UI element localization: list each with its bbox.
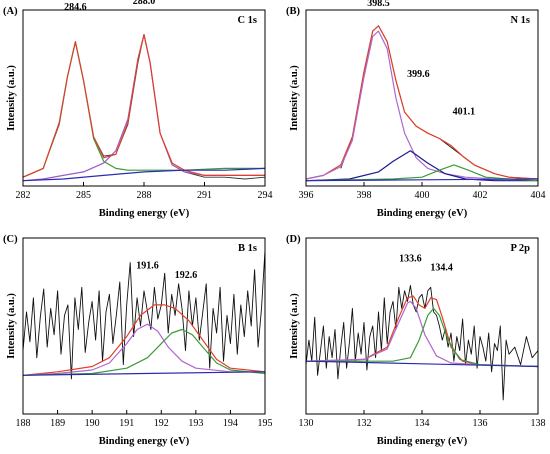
y-axis-label: Intensity (a.u.) bbox=[289, 65, 300, 131]
panel-0: 282 285 288 291 294 Binding energy (eV) Intens… bbox=[3, 0, 273, 219]
series-line bbox=[22, 250, 266, 380]
series-line bbox=[22, 167, 266, 182]
x-tick-label: 396 bbox=[299, 190, 314, 201]
peak-label: 134.4 bbox=[430, 263, 453, 274]
series-line bbox=[22, 34, 265, 182]
series-line bbox=[22, 41, 265, 178]
panel-label: (C) bbox=[3, 234, 18, 245]
peak-label: 401.1 bbox=[453, 107, 476, 118]
x-tick-label: 138 bbox=[531, 418, 546, 429]
panel-label: (B) bbox=[286, 6, 301, 17]
x-tick-label: 194 bbox=[223, 418, 238, 429]
y-axis-label: Intensity (a.u.) bbox=[6, 65, 17, 131]
panel-3: 130 132 134 136 138 Binding energy (eV) Intens… bbox=[286, 234, 546, 447]
x-tick-label: 398 bbox=[357, 190, 372, 201]
series-line bbox=[305, 30, 538, 180]
x-tick-label: 404 bbox=[531, 190, 546, 201]
series-line bbox=[305, 25, 539, 180]
series-line bbox=[305, 178, 539, 182]
series-line bbox=[22, 323, 265, 376]
panel-label: (A) bbox=[3, 6, 18, 17]
series-line bbox=[305, 300, 539, 368]
panel-title: C 1s bbox=[237, 15, 257, 26]
series-line bbox=[22, 34, 265, 178]
peak-label: 284.6 bbox=[64, 2, 87, 13]
x-tick-label: 288 bbox=[137, 190, 152, 201]
series-line bbox=[305, 164, 539, 182]
series-line bbox=[305, 360, 539, 368]
x-tick-label: 400 bbox=[415, 190, 430, 201]
peak-label: 399.6 bbox=[407, 69, 430, 80]
x-axis-label: Binding energy (eV) bbox=[377, 436, 468, 447]
y-axis-label: Intensity (a.u.) bbox=[6, 293, 17, 359]
x-tick-label: 130 bbox=[299, 418, 314, 429]
plot-frame bbox=[22, 237, 266, 415]
x-tick-label: 282 bbox=[16, 190, 31, 201]
series-line bbox=[22, 371, 266, 376]
peak-label: 398.5 bbox=[367, 0, 390, 9]
x-tick-label: 285 bbox=[76, 190, 91, 201]
peak-label: 288.0 bbox=[133, 0, 156, 7]
panel-label: (D) bbox=[286, 234, 301, 245]
x-tick-label: 291 bbox=[197, 190, 212, 201]
x-tick-label: 195 bbox=[258, 418, 273, 429]
series-line bbox=[306, 307, 539, 368]
x-axis-label: Binding energy (eV) bbox=[99, 208, 190, 219]
x-tick-label: 402 bbox=[473, 190, 488, 201]
x-axis-label: Binding energy (eV) bbox=[377, 208, 468, 219]
x-tick-label: 132 bbox=[357, 418, 372, 429]
peak-label: 192.6 bbox=[175, 270, 198, 281]
peak-label: 133.6 bbox=[399, 254, 422, 265]
panel-2: 188 189 190 191 192 193 194 195 Binding energy (… bbox=[3, 234, 273, 447]
peak-label: 191.6 bbox=[136, 261, 159, 272]
x-tick-label: 190 bbox=[85, 418, 100, 429]
series-line bbox=[305, 295, 539, 368]
series-line bbox=[22, 328, 266, 376]
x-tick-label: 134 bbox=[415, 418, 430, 429]
x-tick-label: 192 bbox=[154, 418, 169, 429]
x-tick-label: 136 bbox=[473, 418, 488, 429]
x-tick-label: 191 bbox=[119, 418, 134, 429]
y-axis-label: Intensity (a.u.) bbox=[289, 293, 300, 359]
panel-title: N 1s bbox=[510, 15, 530, 26]
series-line bbox=[22, 34, 266, 180]
series-line bbox=[305, 285, 539, 401]
x-tick-label: 189 bbox=[50, 418, 65, 429]
panel-title: B 1s bbox=[238, 243, 257, 254]
panel-title: P 2p bbox=[510, 243, 530, 254]
series-line bbox=[22, 304, 266, 376]
x-tick-label: 294 bbox=[258, 190, 273, 201]
x-tick-label: 193 bbox=[188, 418, 203, 429]
panel-1: 396 398 400 402 404 Binding energy (eV) Intens… bbox=[286, 0, 546, 219]
x-axis-label: Binding energy (eV) bbox=[99, 436, 190, 447]
x-tick-label: 188 bbox=[16, 418, 31, 429]
